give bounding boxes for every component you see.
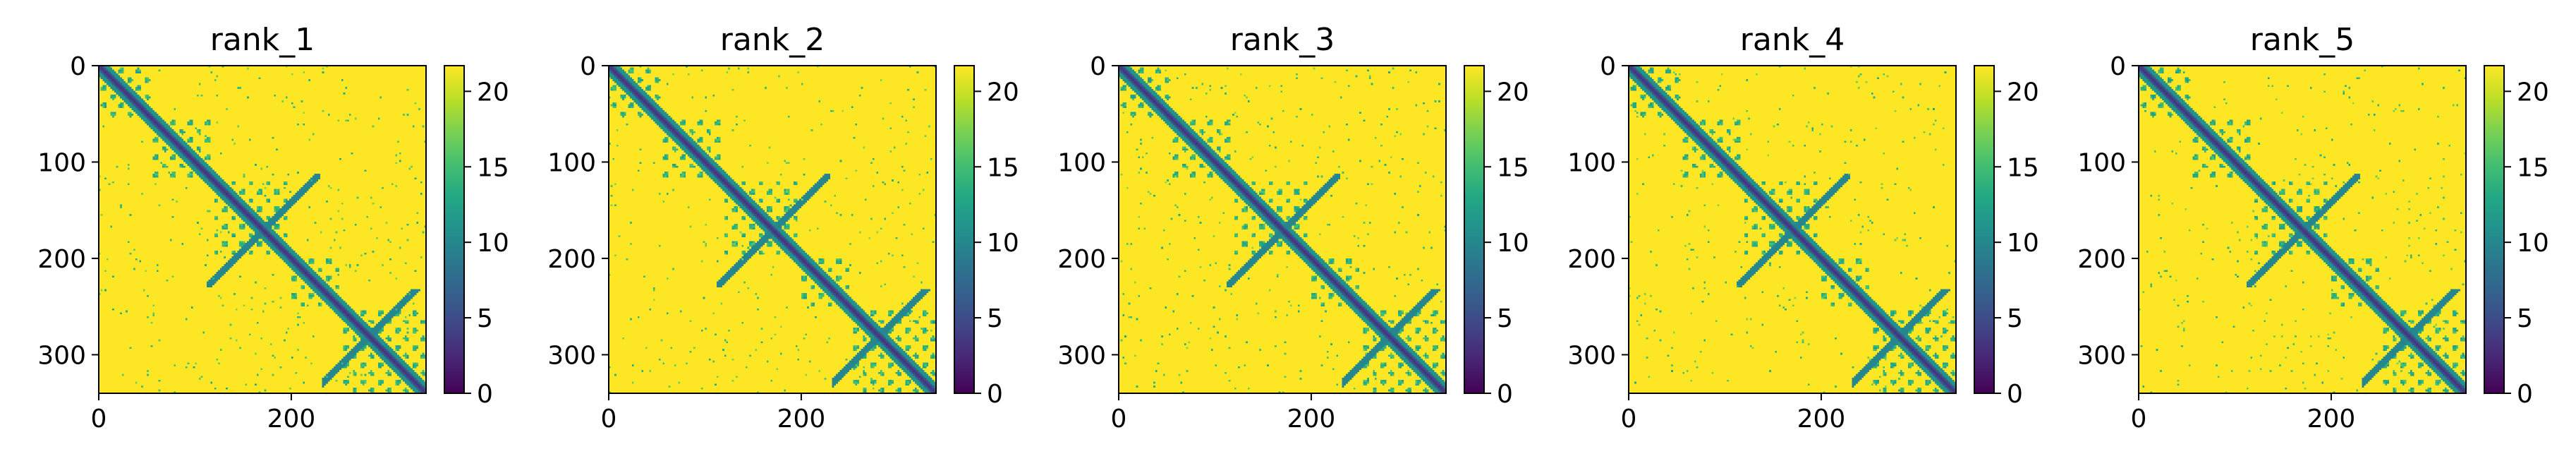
y-tick-label: 0 (70, 52, 86, 81)
axes-frame (1628, 65, 1957, 394)
y-tick-label: 200 (37, 245, 86, 274)
y-tick-label: 200 (2077, 245, 2126, 274)
y-tick-label: 100 (2077, 148, 2126, 177)
y-tick-label: 200 (1057, 245, 1106, 274)
axes-frame (608, 65, 937, 394)
colorbar (954, 65, 975, 394)
colorbar-tick-label: 20 (477, 78, 509, 107)
y-tick-label: 0 (580, 52, 596, 81)
colorbar-tick-label: 0 (987, 380, 1003, 409)
axes-frame (1118, 65, 1447, 394)
colorbar (444, 65, 465, 394)
y-tick-label: 0 (1600, 52, 1616, 81)
colorbar-tick-label: 0 (1497, 380, 1513, 409)
colorbar-tick-label: 5 (1497, 304, 1513, 333)
colorbar-tick-label: 5 (477, 304, 493, 333)
contact-map-image (2139, 66, 2466, 393)
colorbar-tick-label: 10 (2007, 229, 2039, 258)
y-tick-label: 200 (547, 245, 596, 274)
colorbar-tick-label: 20 (2517, 78, 2549, 107)
heatmap-panel: rank_3 0 200 0 100 200 300 0 5 10 15 20 (1057, 22, 1529, 434)
axes-frame (98, 65, 427, 394)
colorbar-tick-label: 15 (2007, 153, 2039, 182)
x-tick-label: 200 (1797, 405, 1846, 434)
colorbar-tick-label: 10 (2517, 229, 2549, 258)
y-tick-label: 200 (1567, 245, 1616, 274)
x-tick-label: 200 (2307, 405, 2356, 434)
y-tick-label: 0 (1090, 52, 1106, 81)
colorbar-tick-label: 20 (1497, 78, 1529, 107)
heatmap-panel: rank_4 0 200 0 100 200 300 0 5 10 15 20 (1567, 22, 2039, 434)
colorbar-tick-label: 5 (2517, 304, 2533, 333)
colorbar-tick-label: 20 (987, 78, 1019, 107)
colorbar-tick-label: 10 (477, 229, 509, 258)
y-tick-label: 300 (37, 341, 86, 370)
colorbar-tick-label: 5 (2007, 304, 2023, 333)
panel-title: rank_5 (2250, 22, 2355, 58)
colorbar-tick-label: 10 (987, 229, 1019, 258)
x-tick-label: 0 (601, 405, 617, 434)
colorbar-tick-label: 15 (987, 153, 1019, 182)
x-tick-label: 200 (267, 405, 316, 434)
y-tick-label: 100 (1057, 148, 1106, 177)
panel-title: rank_2 (720, 22, 825, 58)
x-tick-label: 0 (2131, 405, 2147, 434)
y-tick-label: 100 (547, 148, 596, 177)
y-tick-label: 300 (1567, 341, 1616, 370)
x-tick-label: 0 (91, 405, 107, 434)
x-tick-label: 0 (1621, 405, 1637, 434)
heatmap-panel: rank_2 0 200 0 100 200 300 0 5 10 15 20 (547, 22, 1019, 434)
colorbar-tick-label: 15 (1497, 153, 1529, 182)
contact-map-image (99, 66, 426, 393)
y-tick-label: 100 (1567, 148, 1616, 177)
panel-title: rank_1 (210, 22, 315, 58)
x-tick-label: 200 (777, 405, 826, 434)
colorbar-tick-label: 15 (2517, 153, 2549, 182)
contact-map-image (609, 66, 936, 393)
colorbar-tick-label: 0 (2517, 380, 2533, 409)
y-tick-label: 0 (2110, 52, 2126, 81)
colorbar-tick-label: 10 (1497, 229, 1529, 258)
colorbar-tick-label: 20 (2007, 78, 2039, 107)
panel-title: rank_3 (1230, 22, 1335, 58)
colorbar-tick-label: 0 (477, 380, 493, 409)
x-tick-label: 200 (1287, 405, 1336, 434)
heatmap-panel: rank_5 0 200 0 100 200 300 0 5 10 15 20 (2077, 22, 2549, 434)
colorbar-tick-label: 0 (2007, 380, 2023, 409)
contact-map-image (1629, 66, 1956, 393)
colorbar (1974, 65, 1995, 394)
y-tick-label: 300 (547, 341, 596, 370)
colorbar-tick-label: 5 (987, 304, 1003, 333)
x-tick-label: 0 (1111, 405, 1127, 434)
y-tick-label: 300 (2077, 341, 2126, 370)
panel-title: rank_4 (1740, 22, 1845, 58)
y-tick-label: 300 (1057, 341, 1106, 370)
colorbar (2484, 65, 2505, 394)
heatmap-panel: rank_1 0 200 0 100 200 300 0 5 10 15 20 (37, 22, 509, 434)
contact-map-image (1119, 66, 1446, 393)
colorbar-tick-label: 15 (477, 153, 509, 182)
axes-frame (2138, 65, 2467, 394)
y-tick-label: 100 (37, 148, 86, 177)
colorbar (1464, 65, 1485, 394)
